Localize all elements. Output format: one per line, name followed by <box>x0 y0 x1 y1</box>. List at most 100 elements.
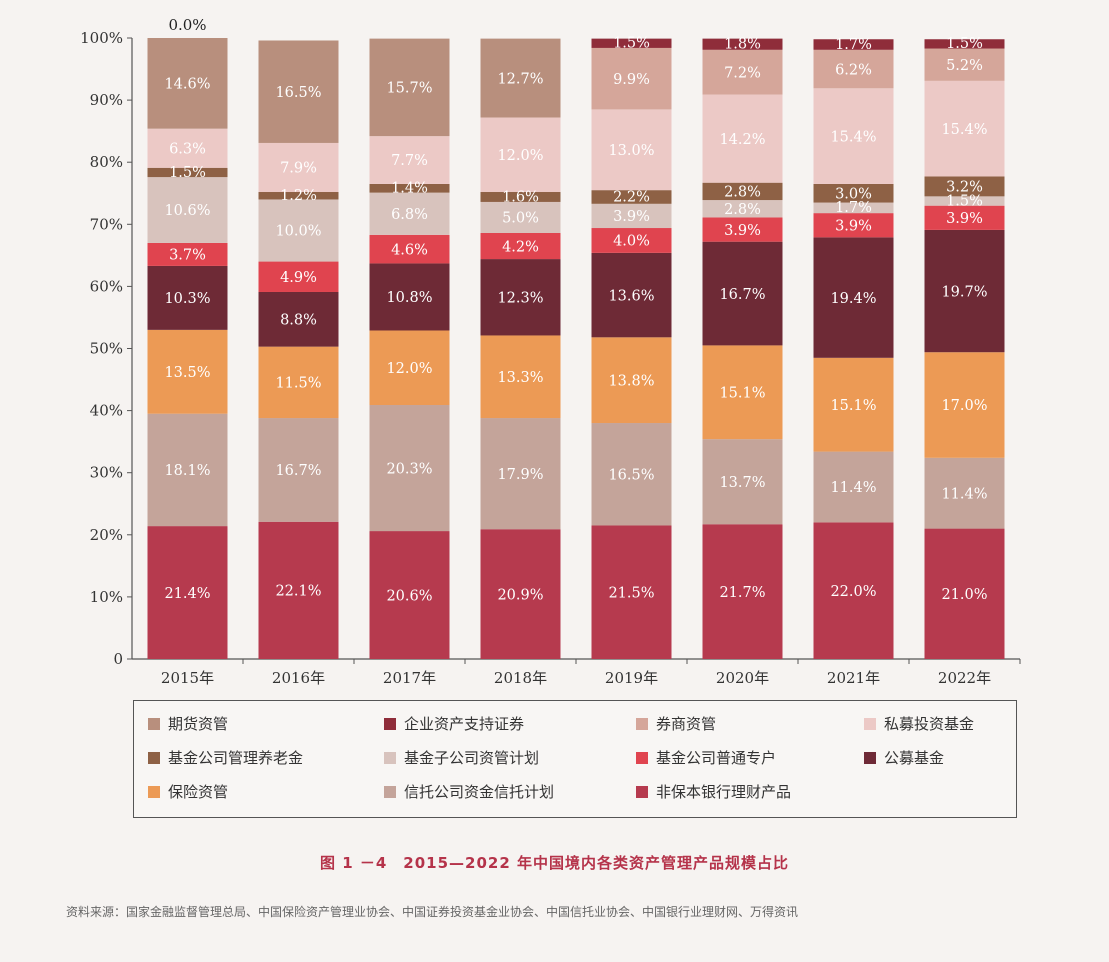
x-tick-label: 2022年 <box>938 669 991 687</box>
legend-item: 公募基金 <box>864 747 944 768</box>
data-label: 12.0% <box>386 361 432 377</box>
legend-item: 券商资管 <box>636 713 716 734</box>
bar-segment <box>591 47 672 110</box>
bar-segment <box>147 177 228 243</box>
legend-label: 基金公司管理养老金 <box>168 749 304 767</box>
legend-item: 信托公司资金信托计划 <box>384 781 554 802</box>
chart-legend: 期货资管 企业资产支持证券 券商资管 私募投资基金基金公司管理养老金 基金子公司资管计划… <box>133 700 1017 818</box>
data-label: 1.5% <box>613 36 650 52</box>
data-label: 3.2% <box>946 180 983 196</box>
y-tick-label: 10% <box>90 588 123 606</box>
bar-segment <box>813 451 894 523</box>
data-label: 14.2% <box>719 132 765 148</box>
bar-segment <box>258 199 339 262</box>
legend-label: 企业资产支持证券 <box>404 715 525 733</box>
data-label: 3.9% <box>946 211 983 227</box>
data-label: 7.9% <box>280 161 317 177</box>
data-label: 2.2% <box>613 189 650 205</box>
data-label: 1.7% <box>835 200 872 216</box>
y-tick-label: 20% <box>90 526 123 544</box>
bar-segment <box>147 38 228 129</box>
bar-segment <box>369 38 450 137</box>
bar-segment <box>591 337 672 424</box>
bar-segment <box>258 291 339 347</box>
y-tick-label: 90% <box>90 91 123 109</box>
bar-segment <box>369 136 450 184</box>
bar-segment <box>591 38 672 48</box>
bar-segment <box>813 88 894 184</box>
data-label: 22.0% <box>830 584 876 600</box>
bar-segment <box>924 352 1005 458</box>
bar-segment <box>480 201 561 233</box>
bar-segment <box>702 94 783 183</box>
legend-swatch <box>636 717 648 730</box>
legend-item: 企业资产支持证券 <box>384 713 524 734</box>
data-label: 10.6% <box>164 203 210 219</box>
legend-item: 基金子公司资管计划 <box>384 747 539 768</box>
data-label: 2.8% <box>724 202 761 218</box>
data-label: 5.2% <box>946 58 983 74</box>
bar-segment <box>258 142 339 193</box>
data-label: 19.4% <box>830 291 876 307</box>
bar-segment <box>702 439 783 525</box>
data-label: 14.6% <box>164 77 210 93</box>
data-label: 4.6% <box>391 242 428 258</box>
data-label: 12.0% <box>497 148 543 164</box>
data-label: 13.7% <box>719 475 765 491</box>
bar-segment <box>258 418 339 522</box>
bar-segment <box>147 128 228 168</box>
data-label: 17.9% <box>497 467 543 483</box>
data-label: 13.0% <box>608 143 654 159</box>
data-label: 17.0% <box>941 398 987 414</box>
bar-segment <box>258 346 339 419</box>
y-tick-label: 30% <box>90 464 123 482</box>
data-label: 19.7% <box>941 284 987 300</box>
bar-segment <box>369 234 450 264</box>
data-label: 3.0% <box>835 186 872 202</box>
data-label: 6.8% <box>391 207 428 223</box>
bar-segment <box>258 192 339 200</box>
legend-item: 基金公司普通专户 <box>636 747 776 768</box>
data-label: 13.3% <box>497 370 543 386</box>
legend-item: 期货资管 <box>148 713 228 734</box>
bar-segment <box>924 48 1005 81</box>
legend-swatch <box>148 785 160 798</box>
data-label: 3.9% <box>835 218 872 234</box>
bar-segment <box>480 232 561 260</box>
y-tick-label: 60% <box>90 277 123 295</box>
legend-item: 私募投资基金 <box>864 713 974 734</box>
y-tick-label: 100% <box>80 29 123 47</box>
data-label: 15.7% <box>386 81 432 97</box>
bar-segment <box>591 525 672 659</box>
bar-segment <box>480 529 561 659</box>
x-tick-label: 2016年 <box>272 669 325 687</box>
data-label: 10.3% <box>164 291 210 307</box>
data-label: 21.0% <box>941 587 987 603</box>
bar-segment <box>480 38 561 118</box>
bar-segment <box>591 203 672 229</box>
data-label: 12.7% <box>497 71 543 87</box>
data-label: 1.2% <box>280 188 317 204</box>
data-label: 15.1% <box>830 398 876 414</box>
bar-segment <box>702 49 783 95</box>
data-label: 16.5% <box>275 85 321 101</box>
legend-label: 信托公司资金信托计划 <box>404 783 555 801</box>
legend-label: 券商资管 <box>656 715 717 733</box>
annotation-label: 0.0% <box>168 16 206 34</box>
bar-segment <box>924 196 1005 206</box>
bar-segment <box>924 457 1005 529</box>
data-label: 1.5% <box>946 193 983 209</box>
y-tick-label: 80% <box>90 153 123 171</box>
figure-caption: 图 1 －4 2015—2022 年中国境内各类资产管理产品规模占比 <box>319 854 790 872</box>
bar-segment <box>258 521 339 659</box>
bar-segment <box>258 40 339 143</box>
bar-segment <box>591 190 672 204</box>
x-tick-label: 2021年 <box>827 669 880 687</box>
legend-item: 基金公司管理养老金 <box>148 747 303 768</box>
bar-segment <box>147 167 228 178</box>
data-label: 21.7% <box>719 585 765 601</box>
data-label: 13.6% <box>608 288 654 304</box>
bar-segment <box>924 39 1005 49</box>
data-label: 1.4% <box>391 181 428 197</box>
legend-label: 基金子公司资管计划 <box>404 749 540 767</box>
